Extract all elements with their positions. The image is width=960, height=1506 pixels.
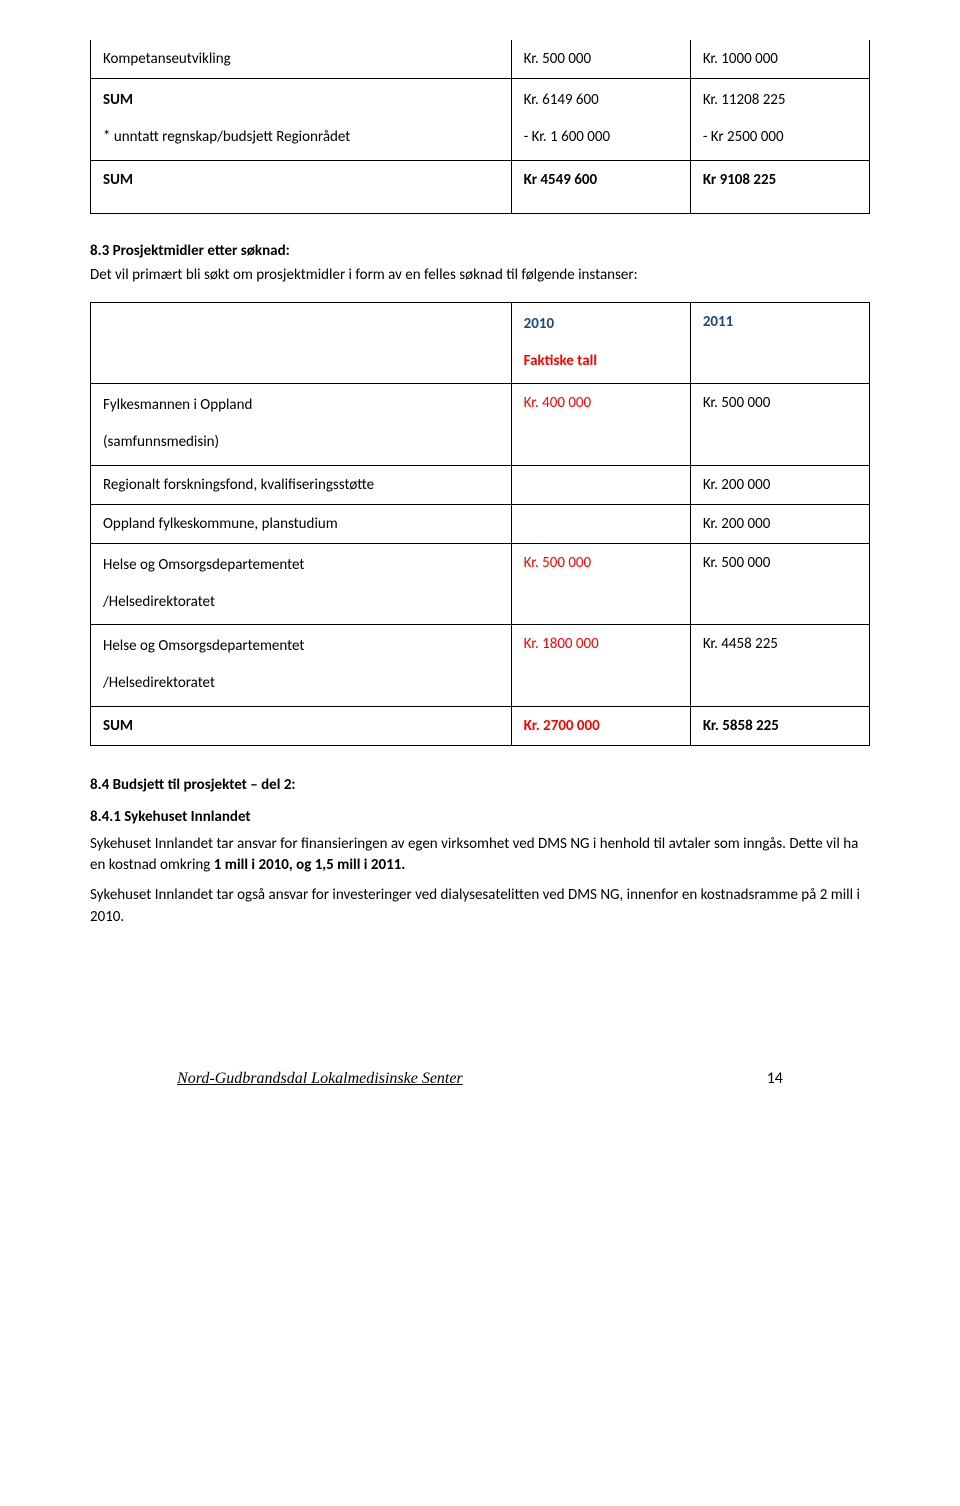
table-row: SUM * unntatt regnskap/budsjett Regionrå… — [91, 79, 870, 161]
row-value-1: Kr. 1800 000 — [524, 635, 599, 653]
budget-table-2: 2010 Faktiske tall 2011 Fylkesmannen i O… — [90, 302, 870, 746]
section-heading-83: 8.3 Prosjektmidler etter søknad: — [90, 242, 870, 260]
table-row: Helse og Omsorgsdepartementet /Helsedire… — [91, 625, 870, 707]
row-value-1a: Kr. 6149 600 — [524, 91, 599, 109]
row-value-2: Kr. 1000 000 — [703, 50, 778, 68]
row-value-2: Kr. 5858 225 — [703, 717, 779, 735]
row-label-b: /Helsedirektoratet — [103, 674, 215, 692]
table-row: Oppland fylkeskommune, planstudium Kr. 2… — [91, 504, 870, 543]
row-label-a: Helse og Omsorgsdepartementet — [103, 637, 304, 655]
row-value-1: Kr. 2700 000 — [524, 717, 600, 735]
row-label: SUM — [103, 171, 133, 189]
table-row: SUM Kr 4549 600 Kr 9108 225 — [91, 160, 870, 213]
row-value-2: Kr 9108 225 — [703, 171, 776, 189]
paragraph-841-1: Sykehuset Innlandet tar ansvar for finan… — [90, 834, 870, 878]
row-value-2: Kr. 500 000 — [703, 394, 770, 412]
row-value-2b: - Kr 2500 000 — [703, 128, 784, 146]
row-label-a: Helse og Omsorgsdepartementet — [103, 556, 304, 574]
row-label-b: (samfunnsmedisin) — [103, 433, 219, 451]
row-value-2a: Kr. 11208 225 — [703, 91, 786, 109]
row-value-1: Kr. 400 000 — [524, 394, 591, 412]
row-value-1: Kr. 500 000 — [524, 554, 591, 572]
row-label-note: * unntatt regnskap/budsjett Regionrådet — [103, 128, 350, 146]
table-row: Helse og Omsorgsdepartementet /Helsedire… — [91, 543, 870, 625]
row-value-2: Kr. 200 000 — [703, 476, 770, 494]
row-value-1b: - Kr. 1 600 000 — [524, 128, 610, 146]
table-row: Fylkesmannen i Oppland (samfunnsmedisin)… — [91, 384, 870, 466]
footer-title: Nord-Gudbrandsdal Lokalmedisinske Senter — [177, 1070, 463, 1087]
header-year-2: 2011 — [703, 313, 733, 331]
row-value-2: Kr. 500 000 — [703, 554, 770, 572]
header-subtitle: Faktiske tall — [524, 352, 597, 370]
section-heading-841: 8.4.1 Sykehuset Innlandet — [90, 808, 870, 826]
table-row-sum: SUM Kr. 2700 000 Kr. 5858 225 — [91, 706, 870, 745]
paragraph-text-b: 1 mill i 2010, og 1,5 mill i 2011. — [214, 856, 406, 874]
document-page: Kompetanseutvikling Kr. 500 000 Kr. 1000… — [0, 0, 960, 1148]
section-intro-83: Det vil primært bli søkt om prosjektmidl… — [90, 266, 870, 284]
row-label-b: /Helsedirektoratet — [103, 593, 215, 611]
row-value-2: Kr. 200 000 — [703, 515, 770, 533]
row-label: SUM — [103, 717, 133, 735]
header-year-1: 2010 — [524, 315, 554, 333]
row-value-2: Kr. 4458 225 — [703, 635, 778, 653]
paragraph-841-2: Sykehuset Innlandet tar også ansvar for … — [90, 885, 870, 929]
table-header-row: 2010 Faktiske tall 2011 — [91, 302, 870, 384]
row-value-1: Kr 4549 600 — [524, 171, 597, 189]
row-value-1: Kr. 500 000 — [524, 50, 591, 68]
row-label: Kompetanseutvikling — [103, 50, 231, 68]
row-label: Regionalt forskningsfond, kvalifiserings… — [103, 476, 374, 494]
row-label-a: Fylkesmannen i Oppland — [103, 396, 252, 414]
footer-page-number: 14 — [767, 1069, 783, 1088]
table-row: Kompetanseutvikling Kr. 500 000 Kr. 1000… — [91, 40, 870, 79]
page-footer: Nord-Gudbrandsdal Lokalmedisinske Senter… — [90, 1069, 870, 1088]
paragraph-text-a: Sykehuset Innlandet tar ansvar for finan… — [90, 835, 858, 875]
budget-table-1: Kompetanseutvikling Kr. 500 000 Kr. 1000… — [90, 40, 870, 214]
table-row: Regionalt forskningsfond, kvalifiserings… — [91, 465, 870, 504]
section-heading-84: 8.4 Budsjett til prosjektet – del 2: — [90, 776, 870, 794]
row-label: Oppland fylkeskommune, planstudium — [103, 515, 338, 533]
row-label-sum: SUM — [103, 91, 133, 109]
